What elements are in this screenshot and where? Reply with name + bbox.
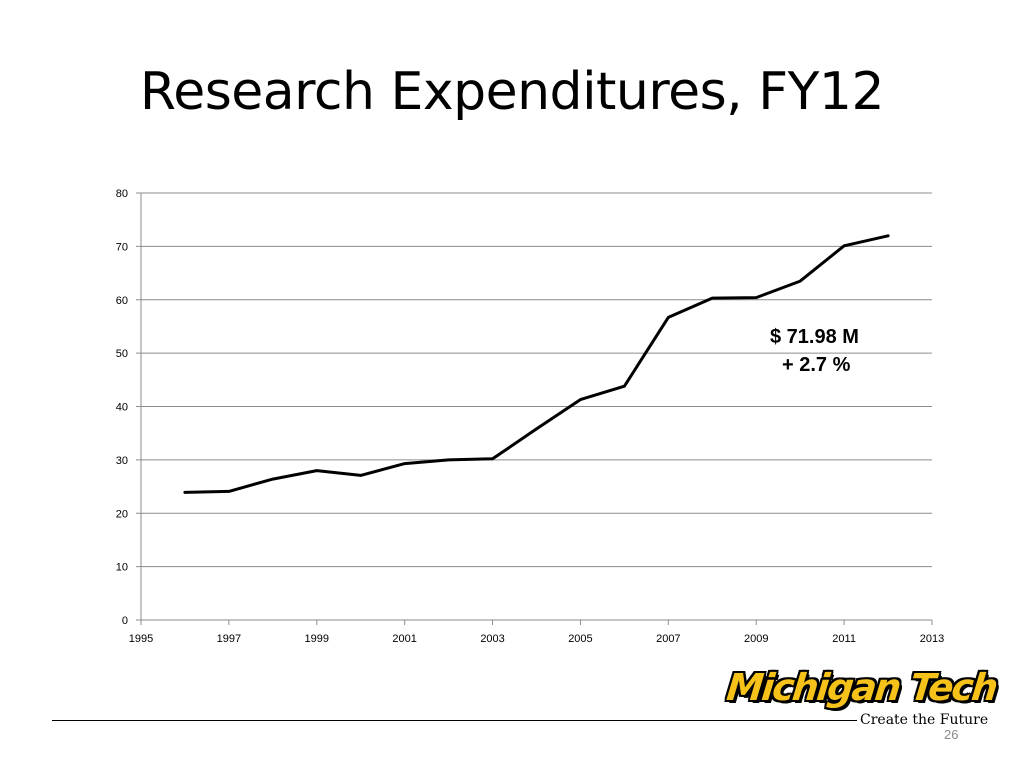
y-tick-labels: 0 10 20 30 40 50 60 70 80	[116, 188, 128, 627]
x-tick-label: 1997	[217, 633, 241, 645]
y-tick-label: 40	[116, 402, 128, 414]
page-number: 26	[944, 727, 959, 742]
x-tick-label: 2011	[832, 633, 856, 645]
value-annotation: $ 71.98 M + 2.7 %	[770, 323, 890, 379]
series-layer	[183, 234, 890, 494]
michigan-tech-logo: Michigan Tech Create the Future	[725, 664, 999, 734]
y-tick-label: 20	[116, 508, 128, 520]
annotation-change: + 2.7 %	[782, 354, 851, 376]
slide-title: Research Expenditures, FY12	[139, 62, 885, 122]
x-tick-label: 1995	[129, 633, 153, 645]
x-tick-label: 2013	[920, 633, 944, 645]
x-tick-labels: 1995 1997 1999 2001 2003 2005 2007 2009 2011 2013	[129, 633, 944, 645]
footer-divider	[52, 720, 857, 721]
y-tick-label: 30	[116, 455, 128, 467]
y-tick-label: 60	[116, 295, 128, 307]
y-tick-label: 0	[122, 615, 128, 627]
y-tick-label: 70	[116, 241, 128, 253]
axes	[136, 192, 933, 625]
x-tick-label: 2007	[656, 633, 680, 645]
x-tick-label: 2009	[744, 633, 768, 645]
y-tick-label: 10	[116, 562, 128, 574]
annotation-amount: $ 71.98 M	[770, 326, 859, 348]
y-tick-label: 80	[116, 188, 128, 200]
x-tick-label: 2001	[392, 633, 416, 645]
y-tick-label: 50	[116, 348, 128, 360]
x-tick-label: 2005	[568, 633, 592, 645]
x-tick-label: 2003	[480, 633, 504, 645]
logo-tagline: Create the Future	[860, 712, 989, 728]
gridlines	[141, 192, 932, 568]
x-tick-label: 1999	[305, 633, 329, 645]
logo-wordmark: Michigan Tech	[724, 666, 999, 709]
